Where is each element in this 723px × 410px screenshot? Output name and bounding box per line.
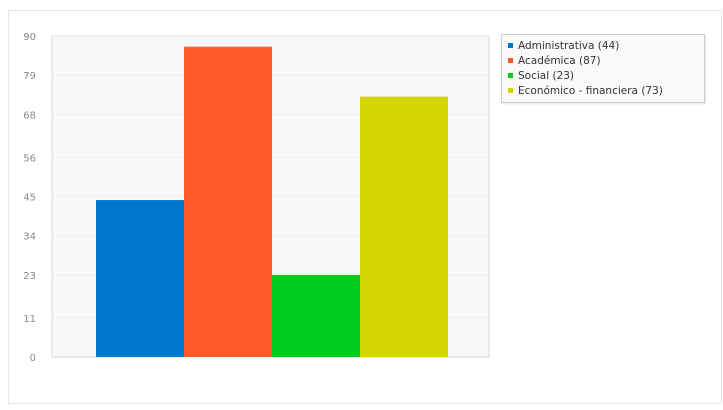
legend-label: Académica (87): [518, 54, 601, 67]
legend-label: Administrativa (44): [518, 39, 620, 52]
bar-social[interactable]: [272, 274, 360, 357]
legend-label: Económico - financiera (73): [518, 84, 663, 97]
y-tick-label: 0: [30, 353, 36, 364]
y-tick-label: 90: [23, 32, 36, 43]
y-tick-label: 23: [23, 271, 36, 282]
y-tick-label: 68: [23, 110, 36, 121]
legend-item[interactable]: Académica (87): [508, 53, 698, 68]
bar-academica[interactable]: [184, 46, 272, 357]
legend-item[interactable]: Económico - financiera (73): [508, 83, 698, 98]
legend-swatch-administrativa: [508, 43, 513, 48]
y-tick-label: 34: [23, 232, 36, 243]
legend-swatch-social: [508, 73, 513, 78]
y-tick-label: 11: [23, 314, 36, 325]
y-tick-label: 56: [23, 153, 36, 164]
y-tick-label: 45: [23, 193, 36, 204]
y-axis-ticks: 0 11 23 34 45 56 68 79 90: [23, 32, 36, 364]
legend-item[interactable]: Administrativa (44): [508, 38, 698, 53]
legend-swatch-academica: [508, 58, 513, 63]
y-tick-label: 79: [23, 71, 36, 82]
legend-label: Social (23): [518, 69, 575, 82]
bars: [96, 46, 448, 357]
legend-swatch-economico-financiera: [508, 88, 513, 93]
legend-item[interactable]: Social (23): [508, 68, 698, 83]
bar-economico-financiera[interactable]: [360, 96, 448, 357]
bar-administrativa[interactable]: [96, 200, 184, 357]
legend: Administrativa (44) Académica (87) Socia…: [501, 34, 705, 103]
